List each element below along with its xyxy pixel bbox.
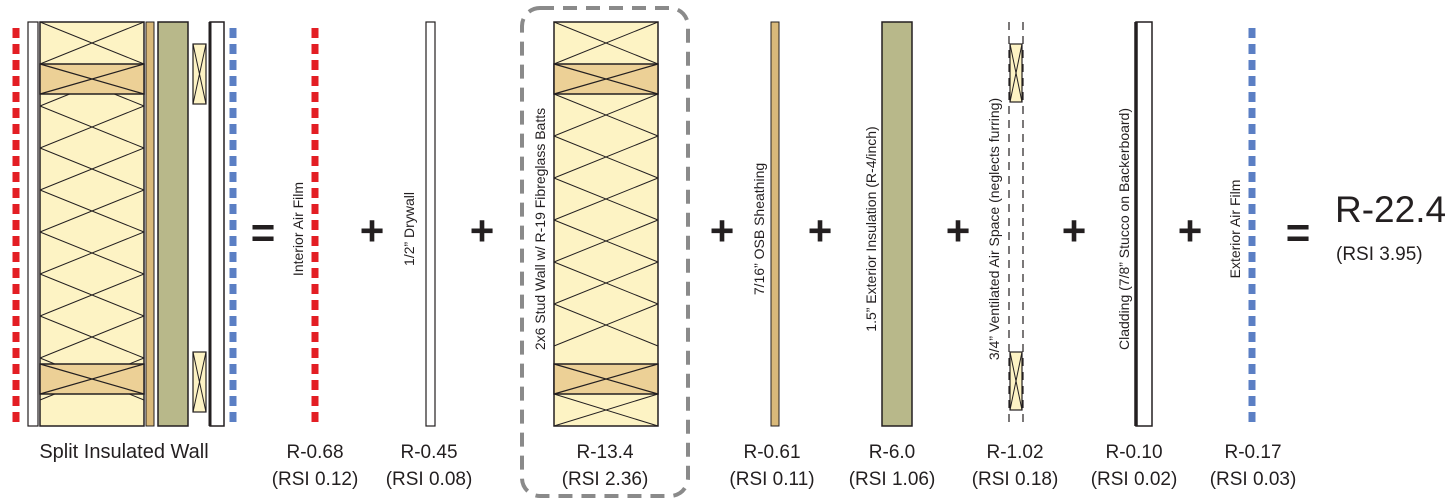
rsi-value-drywall: (RSI 0.08) bbox=[385, 469, 473, 490]
total-r-value: R-22.4 bbox=[1335, 189, 1447, 230]
plus-operator-3: + bbox=[709, 207, 735, 254]
composite-cladding bbox=[209, 21, 225, 427]
plus-operator-7: + bbox=[1177, 207, 1203, 254]
layer-name-air-space: 3/4” Ventilated Air Space (neglects furr… bbox=[986, 98, 1002, 360]
r-value-drywall: R-0.45 bbox=[400, 442, 458, 463]
r-value-cladding: R-0.10 bbox=[1105, 442, 1163, 463]
layer-name-exterior-insulation: 1.5” Exterior Insulation (R-4/inch) bbox=[863, 126, 879, 331]
rsi-value-interior-air-film: (RSI 0.12) bbox=[271, 469, 359, 490]
rsi-value-air-space: (RSI 0.18) bbox=[971, 469, 1059, 490]
composite-drywall bbox=[27, 21, 39, 427]
r-value-air-space: R-1.02 bbox=[986, 442, 1044, 463]
plus-operator-4: + bbox=[807, 207, 833, 254]
layer-exterior-insulation-graphic bbox=[881, 21, 913, 427]
rsi-value-stud-wall: (RSI 2.36) bbox=[561, 469, 649, 490]
layer-name-cladding: Cladding (7/8” Stucco on Backerboard) bbox=[1116, 108, 1132, 350]
composite-exterior-insulation bbox=[157, 21, 189, 427]
equals-operator-left: = bbox=[250, 209, 276, 256]
r-value-interior-air-film: R-0.68 bbox=[286, 442, 344, 463]
r-value-exterior-insulation: R-6.0 bbox=[868, 442, 916, 463]
r-value-stud-wall: R-13.4 bbox=[576, 442, 634, 463]
highlight-frame bbox=[520, 6, 690, 498]
plus-operator-1: + bbox=[359, 207, 385, 254]
plus-operator-5: + bbox=[945, 207, 971, 254]
layer-name-osb: 7/16” OSB Sheathing bbox=[751, 163, 767, 295]
equals-operator-right: = bbox=[1285, 209, 1311, 256]
layer-drywall-graphic bbox=[425, 21, 436, 427]
composite-osb bbox=[145, 21, 155, 427]
plus-operator-6: + bbox=[1061, 207, 1087, 254]
rsi-value-osb: (RSI 0.11) bbox=[729, 469, 815, 490]
layer-name-drywall: 1/2” Drywall bbox=[401, 192, 417, 266]
plus-operator-2: + bbox=[469, 207, 495, 254]
composite-wall-label: Split Insulated Wall bbox=[39, 441, 209, 463]
layer-osb-graphic bbox=[770, 21, 780, 427]
rsi-value-exterior-air-film: (RSI 0.03) bbox=[1209, 469, 1297, 490]
layer-cladding-graphic bbox=[1134, 21, 1153, 427]
rsi-value-cladding: (RSI 0.02) bbox=[1090, 469, 1178, 490]
r-value-exterior-air-film: R-0.17 bbox=[1224, 442, 1282, 463]
layer-name-stud-wall: 2x6 Stud Wall w/ R-19 Fibreglass Batts bbox=[532, 108, 548, 350]
composite-wall bbox=[12, 21, 237, 427]
r-value-osb: R-0.61 bbox=[743, 442, 801, 463]
layer-air-space-graphic bbox=[1008, 22, 1024, 426]
total-rsi-value: (RSI 3.95) bbox=[1336, 244, 1423, 265]
rsi-value-exterior-insulation: (RSI 1.06) bbox=[848, 469, 936, 490]
layer-stud-wall-graphic bbox=[553, 21, 659, 427]
layer-name-interior-air-film: Interior Air Film bbox=[290, 182, 306, 276]
layer-name-exterior-air-film: Exterior Air Film bbox=[1227, 180, 1243, 279]
